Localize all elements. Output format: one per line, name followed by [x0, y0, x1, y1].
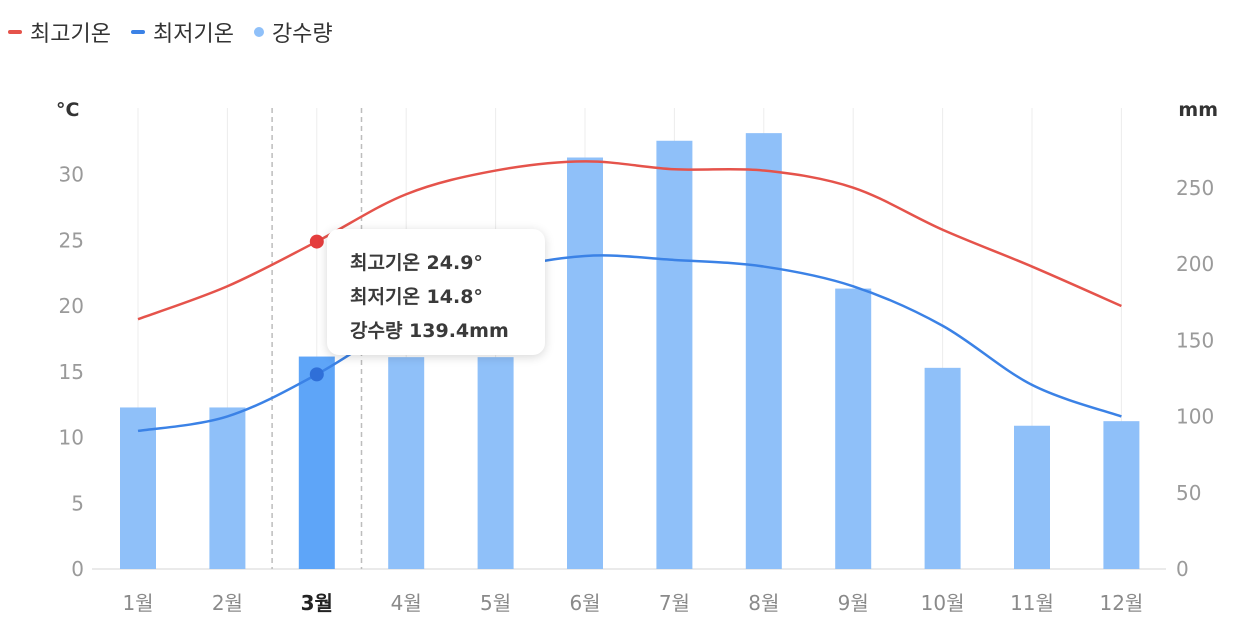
x-tick-label: 7월 [659, 591, 690, 615]
tooltip-tmax: 최고기온 24.9° [350, 252, 483, 274]
point-tmin-selected [309, 367, 324, 382]
x-tick-label: 10월 [921, 591, 965, 615]
chart-legend: 최고기온 최저기온 강수량 [8, 14, 333, 50]
bar-rain [477, 357, 514, 569]
bar-rain [835, 288, 872, 569]
y-right-tick: 50 [1176, 481, 1201, 505]
legend-swatch-tmax [8, 30, 22, 34]
y-right-unit: mm [1178, 99, 1218, 121]
y-left-tick: 20 [59, 294, 84, 318]
bar-rain [209, 407, 246, 569]
bar-rain [120, 407, 156, 569]
bar-rain [924, 367, 961, 569]
y-left-tick: 25 [59, 228, 84, 252]
y-left-tick: 5 [71, 491, 84, 515]
x-tick-label: 3월 [301, 591, 333, 615]
point-tmax-selected [309, 234, 324, 249]
bar-rain [1014, 425, 1050, 569]
y-left-tick: 10 [59, 426, 84, 450]
legend-item-rain[interactable]: 강수량 [253, 16, 333, 48]
legend-swatch-rain [253, 27, 264, 37]
bar-rain [1103, 421, 1140, 569]
bar-rain [745, 133, 782, 570]
x-tick-label: 8월 [748, 591, 779, 615]
x-tick-label: 1월 [122, 591, 153, 615]
y-left-tick: 0 [71, 557, 84, 581]
line-tmin [137, 254, 1122, 433]
legend-label-tmin: 최저기온 [152, 22, 234, 47]
y-right-tick: 100 [1176, 405, 1214, 429]
y-right-tick: 200 [1176, 252, 1214, 276]
bar-rain [388, 357, 425, 569]
tooltip: 최고기온 24.9° 최저기온 14.8° 강수량 139.4mm [327, 229, 545, 355]
tooltip-tmin: 최저기온 14.8° [350, 286, 483, 308]
legend-item-tmax[interactable]: 최고기온 [8, 16, 111, 48]
x-tick-label: 4월 [391, 591, 422, 615]
legend-item-tmin[interactable]: 최저기온 [130, 16, 234, 48]
y-right-tick: 150 [1176, 328, 1214, 352]
x-tick-label: 5월 [480, 591, 511, 615]
bar-rain [298, 356, 335, 569]
legend-label-tmax: 최고기온 [30, 22, 111, 47]
y-right-tick: 0 [1176, 557, 1189, 581]
x-tick-label: 6월 [569, 591, 600, 615]
x-tick-label: 2월 [212, 591, 243, 615]
line-tmax [137, 160, 1122, 321]
legend-swatch-tmin [130, 30, 145, 34]
y-left-tick: 15 [59, 360, 84, 384]
x-tick-label: 9월 [838, 591, 869, 615]
x-tick-label: 12월 [1099, 591, 1143, 615]
x-tick-label: 11월 [1010, 591, 1054, 615]
y-left-unit: °C [56, 99, 79, 121]
bar-rain [567, 157, 603, 569]
bar-rain [656, 140, 693, 570]
y-left-tick: 30 [59, 163, 84, 187]
tooltip-rain: 강수량 139.4mm [350, 320, 509, 342]
y-right-tick: 250 [1176, 176, 1214, 200]
legend-label-rain: 강수량 [271, 22, 333, 47]
